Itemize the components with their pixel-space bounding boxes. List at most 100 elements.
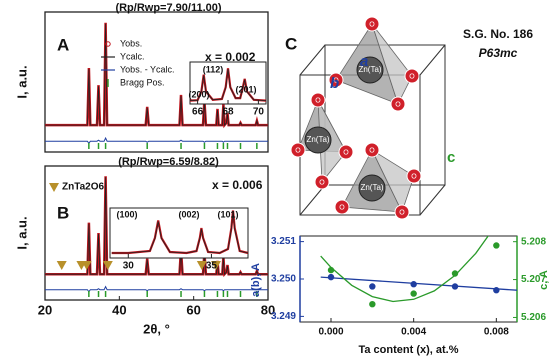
x-tick-label: 0.008 bbox=[484, 327, 509, 338]
x-tick-label: 30 bbox=[123, 261, 135, 272]
pattern-line bbox=[45, 285, 268, 293]
x-tick-label: 68 bbox=[222, 107, 234, 118]
point-group: P63mc bbox=[479, 46, 518, 60]
y2-tick-label: 5.206 bbox=[521, 312, 546, 323]
x-axis-label: 2θ, ° bbox=[143, 321, 170, 336]
o-label: O bbox=[343, 149, 349, 156]
y-axis-label: a(b), A bbox=[250, 263, 262, 297]
o-atom bbox=[310, 92, 326, 108]
data-point bbox=[493, 287, 500, 294]
legend-marker bbox=[49, 183, 59, 192]
data-point bbox=[410, 290, 417, 297]
x-tick-label: 20 bbox=[38, 302, 52, 317]
composition: x = 0.002 bbox=[205, 50, 256, 64]
zn-atom bbox=[356, 56, 384, 84]
data-point bbox=[451, 283, 459, 290]
pattern-line bbox=[111, 211, 249, 254]
y2-tick-label: 5.208 bbox=[521, 236, 546, 247]
peak-label: (101) bbox=[217, 209, 238, 219]
impurity-marker bbox=[196, 260, 207, 270]
x-tick-label: 40 bbox=[112, 302, 126, 317]
y2-axis-label: c, A bbox=[538, 270, 550, 290]
legend-label: ZnTa2O6 bbox=[62, 182, 104, 193]
atoms: Zn(Ta) Zn(Ta) Zn(Ta) O O O O O O O O O O O O bbox=[290, 16, 422, 220]
impurity-marker bbox=[210, 260, 221, 270]
o-label: O bbox=[333, 77, 339, 84]
o-label: O bbox=[315, 97, 321, 104]
o-atom bbox=[328, 72, 344, 88]
axis-a: a bbox=[360, 53, 368, 70]
panel-label: A bbox=[57, 35, 69, 54]
panel-label: B bbox=[57, 203, 69, 222]
fit-quality: (Rp/Rwp=6.59/8.82) bbox=[118, 156, 219, 168]
legend-label: Bragg Pos. bbox=[120, 77, 165, 87]
o-label: O bbox=[295, 147, 301, 154]
y-tick-label: 3.250 bbox=[271, 274, 296, 285]
y-tick-label: 3.251 bbox=[271, 236, 296, 247]
x-tick-label: 35 bbox=[206, 261, 218, 272]
legend-marker bbox=[105, 41, 111, 47]
zn-label: Zn(Ta) bbox=[358, 65, 381, 74]
o-label: O bbox=[399, 209, 405, 216]
axis-c: c bbox=[447, 149, 455, 166]
legend-label: Yobs. - Ycalc. bbox=[120, 64, 175, 74]
x-tick-label: 66 bbox=[192, 107, 204, 118]
y-axis-label: I, a.u. bbox=[14, 216, 29, 249]
o-atom bbox=[390, 96, 406, 112]
axis-b: b bbox=[330, 75, 339, 92]
pattern-line bbox=[189, 69, 267, 101]
impurity-marker bbox=[102, 260, 113, 270]
peak-label: (002) bbox=[178, 209, 199, 219]
data-point bbox=[327, 266, 335, 274]
fit-line bbox=[320, 236, 489, 303]
data-point bbox=[327, 273, 335, 281]
x-tick-label: 70 bbox=[253, 107, 265, 118]
zn-atom bbox=[358, 174, 386, 202]
zn-label: Zn(Ta) bbox=[306, 135, 329, 144]
o-atom bbox=[314, 174, 330, 190]
o-label: O bbox=[369, 147, 375, 154]
o-atom bbox=[338, 144, 354, 160]
data-point bbox=[451, 270, 459, 277]
fit-quality: (Rp/Rwp=7.90/11.00) bbox=[115, 2, 221, 14]
o-label: O bbox=[319, 179, 325, 186]
space-group: S.G. No. 186 bbox=[463, 27, 533, 41]
pattern-line bbox=[45, 23, 268, 127]
fit-line bbox=[320, 276, 517, 291]
o-atom bbox=[290, 142, 306, 158]
legend-label: Ycalc. bbox=[120, 51, 145, 61]
peak-label: (200) bbox=[188, 89, 209, 99]
x-tick-label: 0.004 bbox=[401, 327, 426, 338]
data-point bbox=[410, 281, 417, 288]
peak-label: (201) bbox=[235, 84, 256, 94]
o-atom bbox=[364, 16, 380, 32]
peak-label: (100) bbox=[116, 209, 137, 219]
pattern-line bbox=[45, 177, 268, 276]
o-label: O bbox=[411, 173, 417, 180]
o-atom bbox=[364, 142, 380, 158]
y2-tick-label: 5.207 bbox=[521, 274, 546, 285]
y-tick-label: 3.249 bbox=[271, 311, 296, 322]
o-label: O bbox=[395, 101, 401, 108]
x-tick-label: 60 bbox=[186, 302, 200, 317]
legend-label: Yobs. bbox=[120, 38, 142, 48]
zn-atom bbox=[304, 126, 332, 154]
o-label: O bbox=[339, 204, 345, 211]
o-label: O bbox=[369, 21, 375, 28]
panel-label: C bbox=[285, 34, 297, 53]
data-point bbox=[493, 242, 500, 249]
o-atom bbox=[334, 199, 350, 215]
o-atom bbox=[406, 168, 422, 184]
o-atom bbox=[404, 68, 420, 84]
data-point bbox=[369, 283, 376, 290]
impurity-marker bbox=[81, 260, 92, 270]
data-point bbox=[369, 300, 376, 308]
pattern-line bbox=[45, 136, 268, 145]
x-axis-label: Ta content (x), at.% bbox=[358, 344, 458, 356]
impurity-marker bbox=[56, 260, 67, 270]
x-tick-label: 0.000 bbox=[318, 327, 343, 338]
peak-label: (112) bbox=[203, 64, 224, 74]
o-label: O bbox=[409, 73, 415, 80]
zn-label: Zn(Ta) bbox=[360, 183, 383, 192]
